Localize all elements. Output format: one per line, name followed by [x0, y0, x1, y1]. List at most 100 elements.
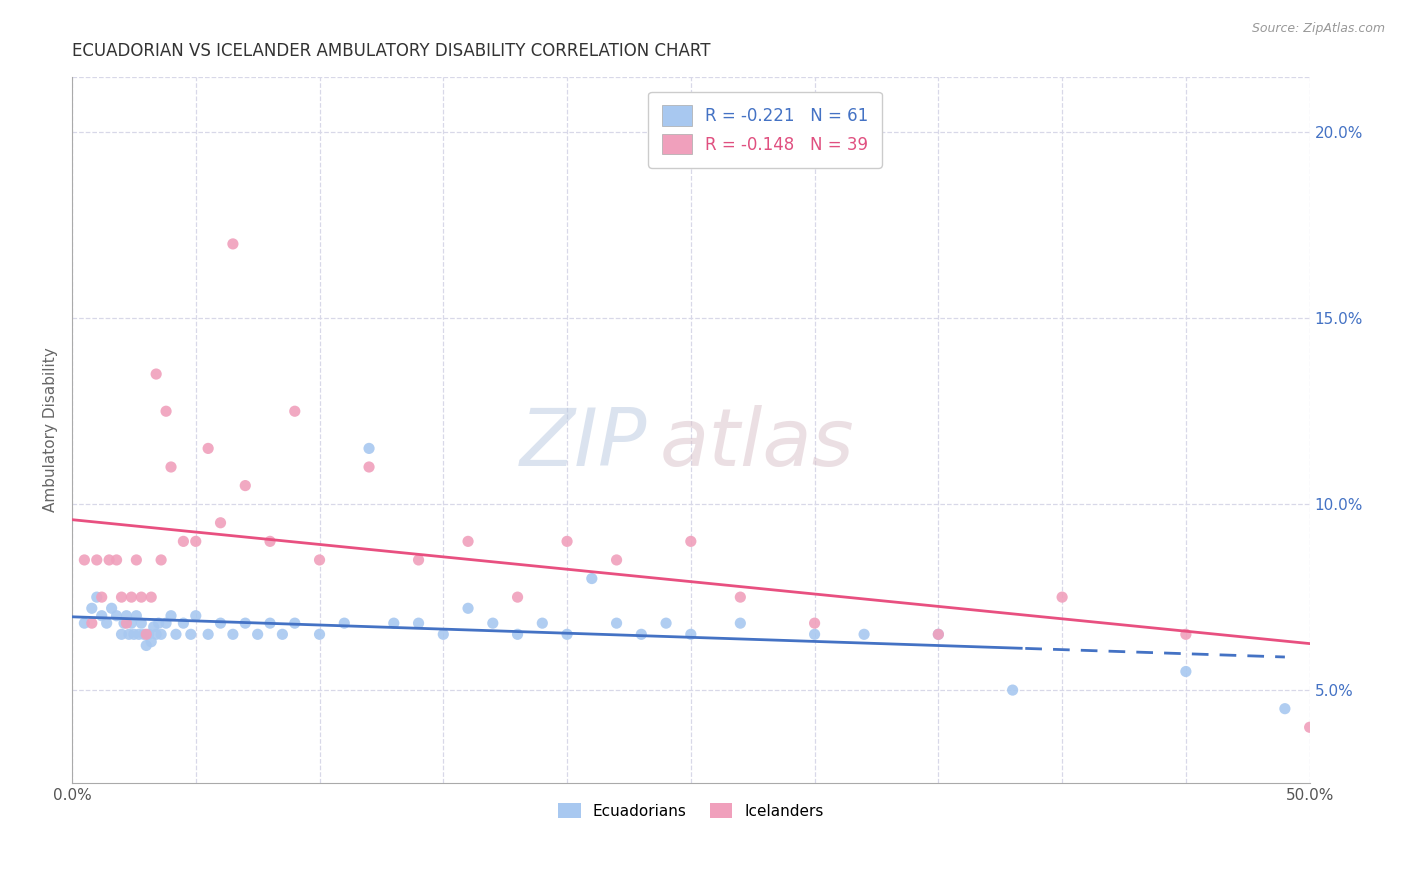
Point [141, 634, 163, 648]
Point [141, 590, 163, 604]
Point [172, 616, 194, 631]
Point [132, 627, 155, 641]
Y-axis label: Ambulatory Disability: Ambulatory Disability [44, 348, 58, 512]
Point [271, 627, 294, 641]
Point [209, 516, 232, 530]
Point [80, 616, 103, 631]
Point [357, 460, 380, 475]
Point [165, 627, 187, 641]
Point [655, 616, 678, 631]
Point [1174, 665, 1197, 679]
Point [1298, 720, 1320, 734]
Point [98, 553, 121, 567]
Point [1274, 701, 1296, 715]
Point [222, 236, 245, 251]
Point [155, 404, 177, 418]
Point [197, 627, 219, 641]
Point [506, 590, 529, 604]
Point [115, 608, 138, 623]
Point [531, 616, 554, 631]
Point [333, 616, 356, 631]
Point [131, 616, 153, 631]
Point [112, 616, 135, 631]
Point [606, 616, 628, 631]
Point [506, 627, 529, 641]
Point [630, 627, 652, 641]
Point [125, 553, 148, 567]
Point [432, 627, 454, 641]
Point [730, 590, 752, 604]
Point [110, 590, 132, 604]
Point [90, 608, 112, 623]
Point [73, 553, 96, 567]
Point [145, 627, 167, 641]
Point [160, 460, 183, 475]
Point [222, 627, 245, 641]
Point [457, 601, 479, 615]
Point [155, 616, 177, 631]
Point [105, 608, 128, 623]
Point [90, 590, 112, 604]
Point [246, 627, 269, 641]
Point [606, 553, 628, 567]
Point [110, 627, 132, 641]
Point [1050, 590, 1073, 604]
Point [150, 627, 173, 641]
Point [730, 616, 752, 631]
Point [105, 553, 128, 567]
Point [382, 616, 405, 631]
Point [100, 601, 122, 615]
Point [128, 627, 150, 641]
Point [120, 590, 142, 604]
Point [927, 627, 949, 641]
Point [172, 534, 194, 549]
Point [184, 534, 207, 549]
Point [180, 627, 202, 641]
Point [259, 534, 281, 549]
Point [160, 608, 183, 623]
Point [120, 616, 142, 631]
Text: Source: ZipAtlas.com: Source: ZipAtlas.com [1251, 22, 1385, 36]
Point [482, 616, 505, 631]
Point [131, 590, 153, 604]
Point [1001, 683, 1024, 698]
Point [581, 572, 603, 586]
Point [125, 608, 148, 623]
Point [308, 553, 330, 567]
Point [679, 627, 702, 641]
Point [145, 367, 167, 381]
Point [927, 627, 949, 641]
Point [73, 616, 96, 631]
Point [135, 627, 157, 641]
Point [803, 616, 825, 631]
Point [803, 627, 825, 641]
Point [408, 616, 430, 631]
Point [284, 404, 307, 418]
Legend: Ecuadorians, Icelanders: Ecuadorians, Icelanders [551, 797, 830, 825]
Point [233, 478, 256, 492]
Point [197, 442, 219, 456]
Point [138, 627, 160, 641]
Point [284, 616, 307, 631]
Point [555, 627, 578, 641]
Point [135, 639, 157, 653]
Point [308, 627, 330, 641]
Point [259, 616, 281, 631]
Point [1174, 627, 1197, 641]
Point [86, 590, 108, 604]
Point [357, 442, 380, 456]
Point [209, 616, 232, 631]
Text: ECUADORIAN VS ICELANDER AMBULATORY DISABILITY CORRELATION CHART: ECUADORIAN VS ICELANDER AMBULATORY DISAB… [72, 42, 710, 60]
Text: atlas: atlas [659, 405, 855, 483]
Point [115, 616, 138, 631]
Point [80, 601, 103, 615]
Point [142, 620, 165, 634]
Point [184, 608, 207, 623]
Point [457, 534, 479, 549]
Point [148, 616, 170, 631]
Text: ZIP: ZIP [520, 405, 648, 483]
Point [86, 553, 108, 567]
Point [233, 616, 256, 631]
Point [118, 627, 141, 641]
Point [96, 616, 118, 631]
